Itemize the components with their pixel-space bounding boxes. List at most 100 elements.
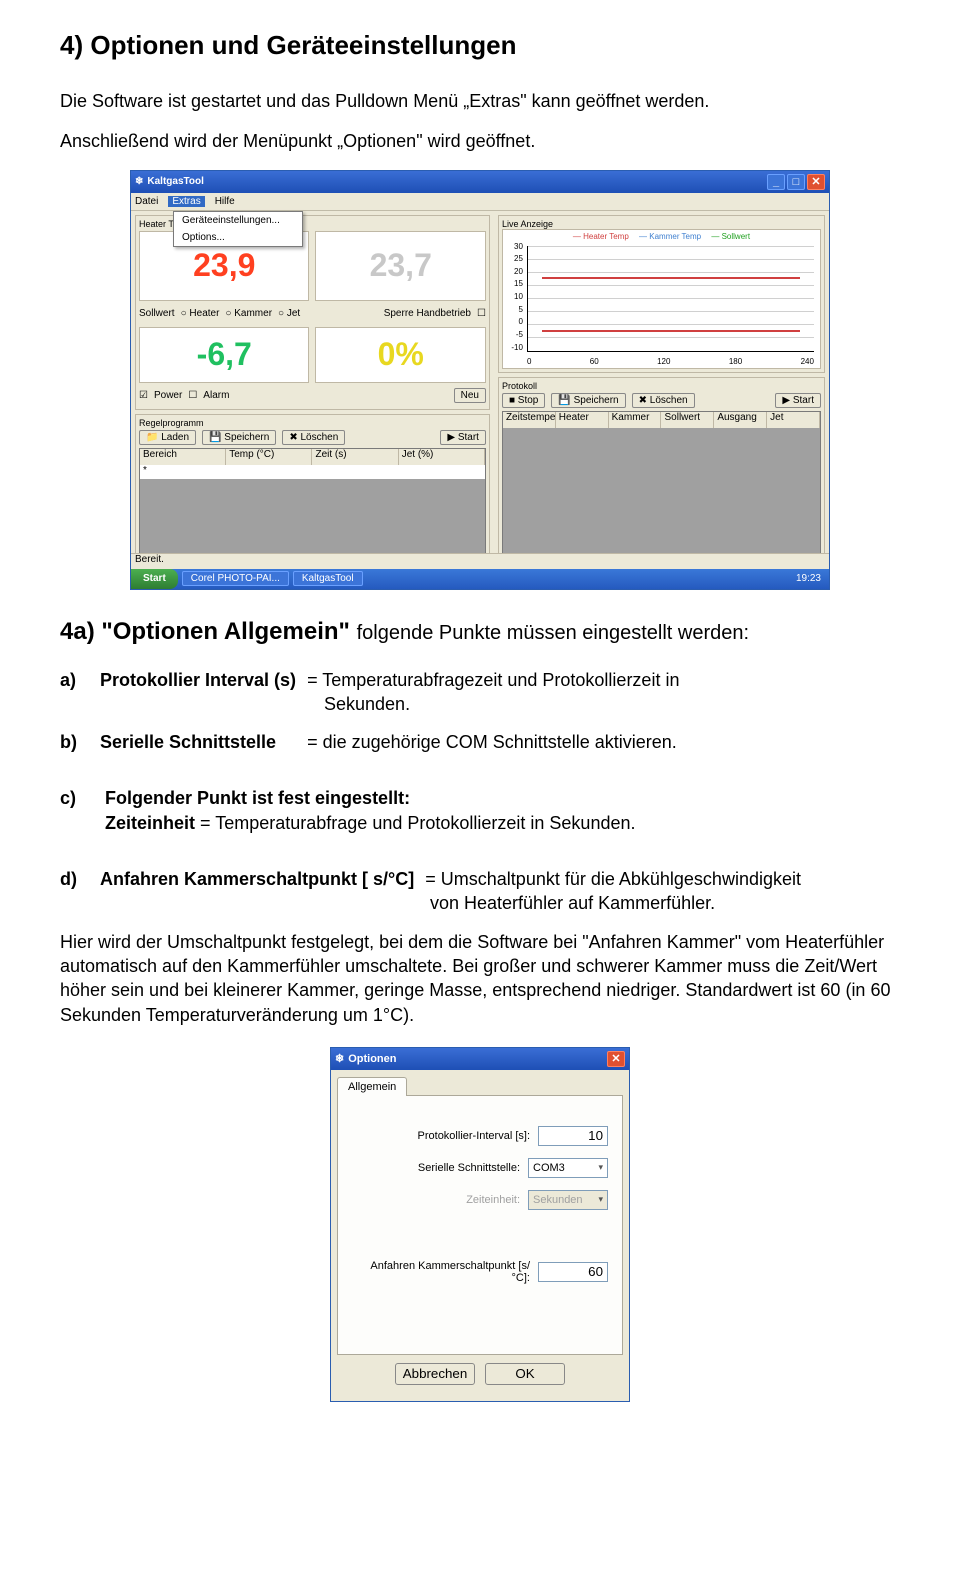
speichern-label: Speichern xyxy=(224,432,269,443)
col-heater: Heater xyxy=(556,412,609,428)
dialog-close-button[interactable]: ✕ xyxy=(607,1051,625,1067)
col-ausgang: Ausgang xyxy=(714,412,767,428)
kammerschaltpunkt-input[interactable] xyxy=(538,1262,608,1282)
chevron-down-icon: ▾ xyxy=(598,1194,603,1205)
xtick: 0 xyxy=(527,357,531,366)
section-title: 4) Optionen und Geräteeinstellungen xyxy=(60,30,900,61)
sperre-checkbox[interactable]: ☐ xyxy=(477,308,486,319)
speichern-button[interactable]: 💾 Speichern xyxy=(202,430,276,445)
col-zeit: Zeit (s) xyxy=(312,449,398,465)
def-c: c) Folgender Punkt ist fest eingestellt:… xyxy=(60,786,900,835)
ytick: 25 xyxy=(505,254,523,263)
power-label: Power xyxy=(154,390,182,401)
right-table-header: Zeitstempel Heater Kammer Sollwert Ausga… xyxy=(503,412,820,428)
ytick: 15 xyxy=(505,279,523,288)
radio-heater-label: Heater xyxy=(189,308,219,319)
stop-button[interactable]: ■ Stop xyxy=(502,393,545,408)
col-temp: Temp (°C) xyxy=(226,449,312,465)
ytick: 5 xyxy=(505,305,523,314)
abbrechen-button[interactable]: Abbrechen xyxy=(395,1363,475,1385)
menu-item-options[interactable]: Options... xyxy=(174,229,302,246)
start-button[interactable]: Start xyxy=(131,569,178,589)
laden-label: Laden xyxy=(161,432,189,443)
screenshot-optionen-dialog: ❄ Optionen ✕ Allgemein Protokollier-Inte… xyxy=(330,1047,630,1402)
radio-kammer-label: Kammer xyxy=(234,308,272,319)
loeschen2-button[interactable]: ✖ Löschen xyxy=(632,393,695,408)
protokollier-interval-label: Protokollier-Interval [s]: xyxy=(352,1130,530,1142)
taskbar-item-corel[interactable]: Corel PHOTO-PAI... xyxy=(182,571,289,586)
kammerschaltpunkt-label: Anfahren Kammerschaltpunkt [s/°C]: xyxy=(352,1260,530,1284)
legend-heater: — Heater Temp xyxy=(573,232,629,241)
xtick: 60 xyxy=(590,357,599,366)
speichern2-label: Speichern xyxy=(574,395,619,406)
loeschen-button[interactable]: ✖ Löschen xyxy=(282,430,345,445)
col-bereich: Bereich xyxy=(140,449,226,465)
loeschen-label: Löschen xyxy=(300,432,338,443)
temp-display-3: -6,7 xyxy=(139,327,309,383)
legend-sollwert: — Sollwert xyxy=(711,232,750,241)
alarm-checkbox[interactable]: ☐ xyxy=(188,390,197,401)
col-jet: Jet (%) xyxy=(399,449,485,465)
temp-display-2: 23,7 xyxy=(315,231,485,301)
menu-hilfe[interactable]: Hilfe xyxy=(215,196,235,207)
radio-jet[interactable]: ○ Jet xyxy=(278,308,300,319)
start-left-label: Start xyxy=(458,432,479,443)
regelprogramm-label: Regelprogramm xyxy=(139,418,486,428)
protokoll-label: Protokoll xyxy=(502,381,821,391)
intro-p2: Anschließend wird der Menüpunkt „Optione… xyxy=(60,129,900,153)
subsection-title: 4a) "Optionen Allgemein" folgende Punkte… xyxy=(60,618,900,646)
sollwert-label: Sollwert xyxy=(139,308,175,319)
app-icon: ❄ xyxy=(135,176,143,187)
speichern2-button[interactable]: 💾 Speichern xyxy=(551,393,625,408)
xtick: 240 xyxy=(801,357,814,366)
ok-button[interactable]: OK xyxy=(485,1363,565,1385)
zeiteinheit-select: Sekunden ▾ xyxy=(528,1190,608,1210)
alarm-label: Alarm xyxy=(203,390,229,401)
radio-jet-label: Jet xyxy=(287,308,300,319)
ytick: 0 xyxy=(505,317,523,326)
maximize-button[interactable]: □ xyxy=(787,174,805,190)
tab-allgemein[interactable]: Allgemein xyxy=(337,1077,407,1096)
window-title: KaltgasTool xyxy=(147,176,203,187)
power-checkbox[interactable]: ☑ xyxy=(139,390,148,401)
live-anzeige-label: Live Anzeige xyxy=(502,219,821,229)
laden-button[interactable]: 📁 Laden xyxy=(139,430,196,445)
col-sollwert: Sollwert xyxy=(661,412,714,428)
col-jet2: Jet xyxy=(767,412,820,428)
taskbar-item-kaltgastool[interactable]: KaltgasTool xyxy=(293,571,363,586)
radio-kammer[interactable]: ○ Kammer xyxy=(225,308,272,319)
close-button[interactable]: ✕ xyxy=(807,174,825,190)
intro-p1: Die Software ist gestartet und das Pulld… xyxy=(60,89,900,113)
menubar: Datei Extras Hilfe xyxy=(131,193,829,211)
select-value: COM3 xyxy=(533,1162,565,1174)
minimize-button[interactable]: _ xyxy=(767,174,785,190)
menu-item-geraeteeinstellungen[interactable]: Geräteeinstellungen... xyxy=(174,212,302,229)
col-zeitstempel: Zeitstempel xyxy=(503,412,556,428)
menu-extras[interactable]: Extras xyxy=(168,196,204,207)
sperre-label: Sperre Handbetrieb xyxy=(384,308,471,319)
start-left-button[interactable]: ▶ Start xyxy=(440,430,486,445)
serielle-schnittstelle-select[interactable]: COM3 ▾ xyxy=(528,1158,608,1178)
ytick: -5 xyxy=(505,330,523,339)
taskbar-clock: 19:23 xyxy=(788,573,829,584)
start-right-label: Start xyxy=(793,395,814,406)
dialog-icon: ❄ xyxy=(335,1052,344,1065)
neu-button[interactable]: Neu xyxy=(454,388,486,403)
status-bar: Bereit. xyxy=(131,553,829,569)
dialog-title: Optionen xyxy=(348,1053,396,1065)
extras-dropdown: Geräteeinstellungen... Options... xyxy=(173,211,303,247)
live-chart: — Heater Temp — Kammer Temp — Sollwert 3… xyxy=(502,229,821,369)
chevron-down-icon: ▾ xyxy=(598,1162,603,1173)
ytick: 10 xyxy=(505,292,523,301)
xtick: 180 xyxy=(729,357,742,366)
ytick: -10 xyxy=(505,343,523,352)
menu-datei[interactable]: Datei xyxy=(135,196,158,207)
stop-label: Stop xyxy=(518,395,539,406)
left-table-header: Bereich Temp (°C) Zeit (s) Jet (%) xyxy=(140,449,485,465)
radio-heater[interactable]: ○ Heater xyxy=(181,308,220,319)
start-right-button[interactable]: ▶ Start xyxy=(775,393,821,408)
window-titlebar: ❄ KaltgasTool _ □ ✕ xyxy=(131,171,829,193)
def-a: a) Protokollier Interval (s) = Temperatu… xyxy=(60,668,900,717)
protokollier-interval-input[interactable] xyxy=(538,1126,608,1146)
col-kammer: Kammer xyxy=(609,412,662,428)
